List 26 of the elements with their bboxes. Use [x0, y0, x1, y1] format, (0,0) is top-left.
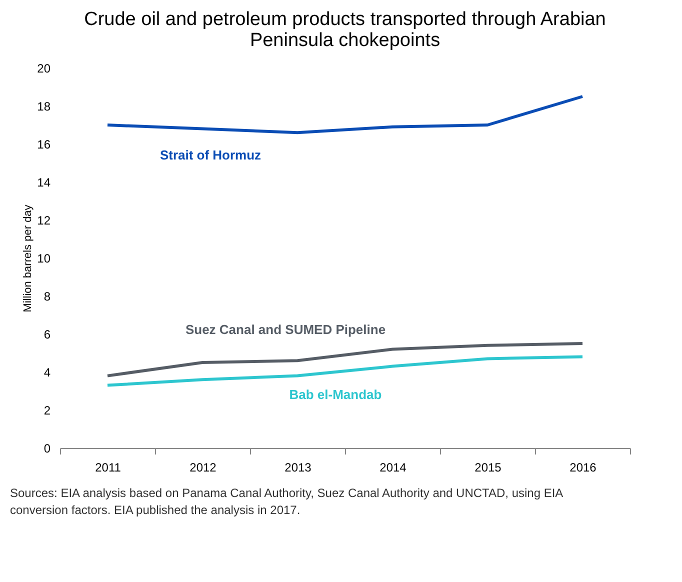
y-tick-label: 10	[37, 252, 51, 266]
line-series	[106, 342, 584, 378]
line-series	[106, 355, 584, 387]
source-note: Sources: EIA analysis based on Panama Canal Authority, Suez Canal Authority and UNCTAD, using EIA conversion factors. EIA published the analysis in 2017.	[10, 486, 564, 517]
x-tick-label: 2014	[380, 460, 407, 474]
line-series	[106, 95, 584, 134]
x-tick-label: 2016	[570, 460, 597, 474]
y-tick-label: 2	[44, 404, 51, 418]
series-label: Strait of Hormuz	[160, 147, 262, 162]
x-tick-label: 2013	[284, 460, 312, 474]
y-tick-label: 16	[37, 138, 51, 152]
y-tick-label: 20	[37, 62, 51, 76]
y-tick-label: 14	[37, 176, 51, 190]
y-tick-label: 4	[44, 366, 51, 380]
x-tick-label: 2012	[190, 460, 217, 474]
y-tick-label: 8	[44, 290, 51, 304]
y-tick-label: 0	[44, 442, 51, 456]
chart-title: Crude oil and petroleum products transported through Arabian Peninsula chokepoints	[84, 9, 606, 51]
series-label: Bab el-Mandab	[289, 386, 382, 402]
y-tick-label: 12	[37, 214, 51, 228]
y-axis-title: Million barrels per day	[22, 204, 34, 312]
x-tick-label: 2011	[95, 460, 122, 474]
series-label: Suez Canal and SUMED Pipeline	[185, 322, 386, 338]
x-tick-label: 2015	[474, 460, 502, 474]
y-tick-label: 6	[44, 328, 51, 342]
y-tick-label: 18	[37, 100, 51, 114]
